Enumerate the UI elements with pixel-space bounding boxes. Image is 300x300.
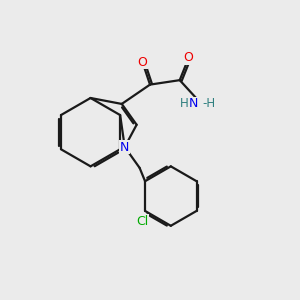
Text: Cl: Cl (136, 215, 148, 228)
Text: N: N (188, 98, 198, 110)
Text: N: N (120, 140, 129, 154)
Text: O: O (138, 56, 148, 69)
Text: -H: -H (202, 98, 215, 110)
Text: H: H (180, 98, 189, 110)
Text: O: O (184, 51, 194, 64)
